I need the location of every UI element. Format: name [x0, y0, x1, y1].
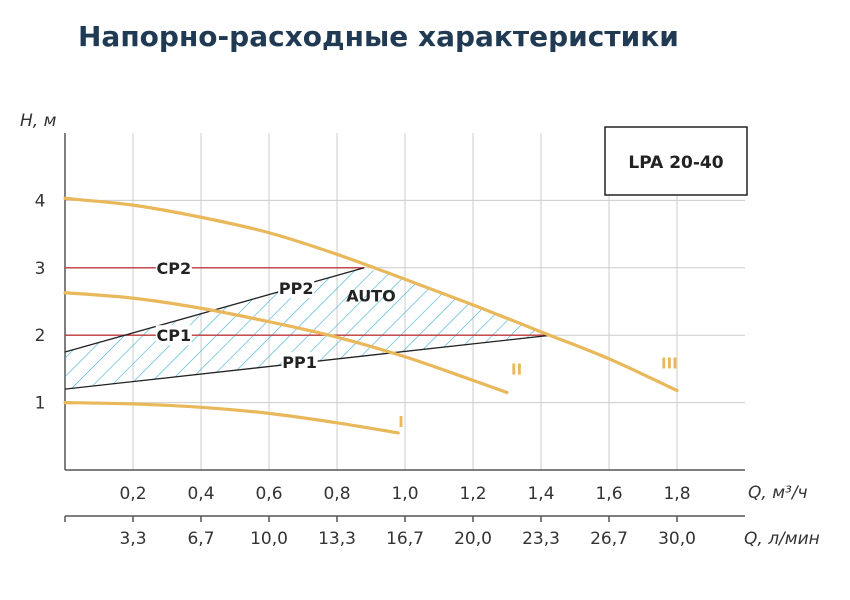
x2-tick-label: 16,7 [386, 529, 424, 549]
curve-ii [63, 291, 509, 395]
y-tick-label: 2 [35, 326, 46, 346]
x-tick-label: 0,8 [323, 484, 350, 504]
x2-tick-label: 30,0 [658, 529, 696, 549]
x-axis-label: Q, м³/ч [748, 483, 808, 503]
control-label-pp2: PP2 [279, 279, 314, 298]
x-tick-label: 0,6 [255, 484, 282, 504]
y-tick-label: 4 [35, 191, 46, 211]
x2-tick-label: 13,3 [318, 529, 356, 549]
control-label-cp2: CP2 [156, 259, 191, 278]
curve-label-iii: III [661, 354, 678, 372]
curve-iii [63, 196, 679, 393]
x-tick-label: 0,2 [119, 484, 146, 504]
curve-label-i: I [398, 413, 404, 431]
x-tick-label: 1,2 [459, 484, 486, 504]
x-tick-label: 1,0 [391, 484, 418, 504]
curve-label-ii: II [511, 360, 522, 378]
y-tick-label: 3 [35, 259, 46, 279]
x2-tick-label: 10,0 [250, 529, 288, 549]
x-tick-label: 0,4 [187, 484, 214, 504]
page-title: Напорно-расходные характеристики [78, 20, 679, 53]
y-tick-label: 1 [35, 394, 46, 414]
curve-i [63, 401, 400, 435]
x2-tick-label: 3,3 [119, 529, 146, 549]
y-axis-label: H, м [20, 111, 57, 131]
x2-tick-label: 20,0 [454, 529, 492, 549]
auto-label: AUTO [346, 287, 395, 306]
model-label: LPA 20-40 [628, 153, 723, 173]
x2-tick-label: 23,3 [522, 529, 560, 549]
auto-region [65, 267, 552, 390]
x2-axis-label: Q, л/мин [744, 529, 820, 549]
control-label-pp1: PP1 [282, 353, 317, 372]
control-label-pp2-bg [278, 278, 315, 299]
control-label-cp2-bg [155, 257, 192, 278]
x-tick-label: 1,4 [527, 484, 554, 504]
control-label-pp1-bg [281, 352, 318, 373]
control-label-cp1: CP1 [156, 326, 191, 345]
x2-tick-label: 6,7 [187, 529, 214, 549]
x2-tick-label: 26,7 [590, 529, 628, 549]
x-tick-label: 1,6 [595, 484, 622, 504]
control-label-cp1-bg [155, 325, 192, 346]
model-box: LPA 20-40 [604, 126, 748, 196]
x-tick-label: 1,8 [663, 484, 690, 504]
